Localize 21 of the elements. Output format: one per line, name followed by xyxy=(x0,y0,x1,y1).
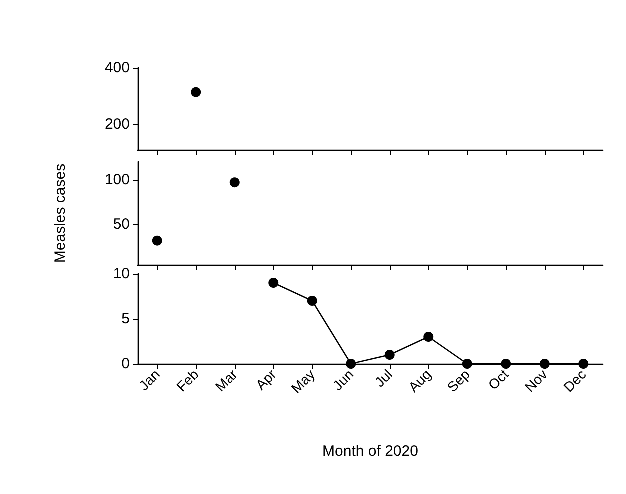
y-tick-label: 10 xyxy=(113,266,130,282)
x-tick-label: Jul xyxy=(372,366,396,390)
x-tick-label: Oct xyxy=(485,366,512,394)
x-tick-label: Jan xyxy=(136,366,164,394)
x-tick-label: Aug xyxy=(405,366,434,396)
x-axis-title: Month of 2020 xyxy=(322,443,418,460)
x-tick-label: Nov xyxy=(522,366,551,396)
y-tick-label: 5 xyxy=(122,310,130,328)
y-tick-label: 100 xyxy=(104,171,130,188)
y-tick-label: 200 xyxy=(104,116,130,134)
x-tick-label: Feb xyxy=(173,366,202,395)
y-axis-title: Measles cases xyxy=(52,164,69,264)
x-tick-label: Mar xyxy=(212,366,241,395)
x-tick-label: Sep xyxy=(444,366,474,396)
x-tick-label: Jun xyxy=(330,366,357,394)
y-tick-label: 50 xyxy=(113,216,130,234)
x-tick-label: Dec xyxy=(560,366,590,396)
x-tick-label: Apr xyxy=(252,366,280,394)
x-tick-label: May xyxy=(288,366,318,396)
y-tick-label: 400 xyxy=(104,60,130,76)
y-tick-label: 0 xyxy=(122,356,130,372)
